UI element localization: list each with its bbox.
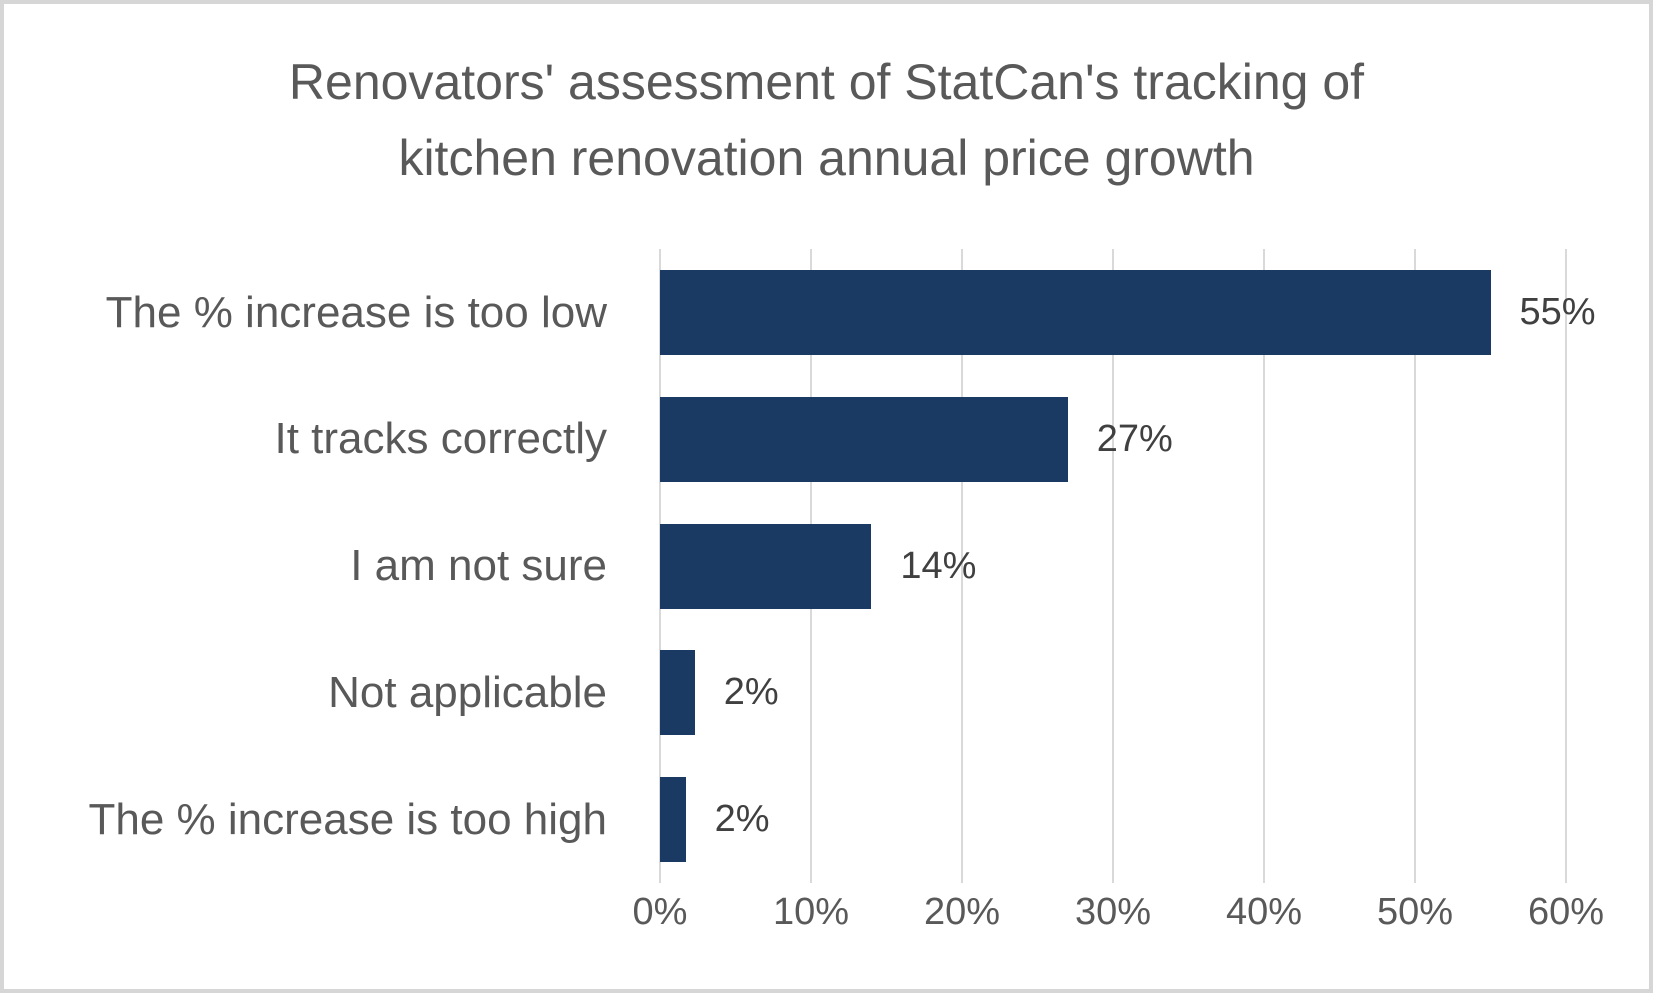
gridline-60% [1565,249,1567,883]
gridline-20% [961,249,963,883]
category-label-1: It tracks correctly [274,414,608,464]
bar-4 [660,777,686,863]
category-label-4: The % increase is too high [88,794,607,844]
category-label-3: Not applicable [328,667,607,717]
bar-value-label-3: 2% [723,671,779,714]
gridline-50% [1414,249,1416,883]
bar-2 [660,523,872,609]
category-label-0: The % increase is too low [105,287,607,337]
bar-value-label-2: 14% [900,544,977,587]
x-tick-label-10%: 10% [772,891,850,933]
bar-0 [660,269,1491,355]
x-tick-label-60%: 60% [1527,891,1605,933]
x-tick-label-30%: 30% [1074,891,1152,933]
x-tick-label-40%: 40% [1225,891,1303,933]
bar-value-label-4: 2% [714,798,770,841]
x-tick-label-20%: 20% [923,891,1001,933]
gridline-40% [1263,249,1265,883]
bar-value-label-1: 27% [1096,417,1173,460]
chart-title-line-1: Renovators' assessment of StatCan's trac… [288,54,1365,110]
x-tick-label-0%: 0% [632,891,688,933]
chart-title: Renovators' assessment of StatCan's trac… [0,44,1653,196]
bar-1 [660,396,1068,482]
bar-3 [660,650,695,736]
gridline-30% [1112,249,1114,883]
x-tick-label-50%: 50% [1376,891,1454,933]
category-label-2: I am not sure [350,541,607,591]
bar-value-label-0: 55% [1519,291,1596,333]
chart-title-line-2: kitchen renovation annual price growth [398,130,1255,186]
category-axis: The % increase is too low It tracks corre… [16,249,607,883]
plot-area: 55% 27% 14% 2% 2% [659,249,1596,883]
x-axis: 0% 10% 20% 30% 40% 50% 60% [633,891,1605,951]
